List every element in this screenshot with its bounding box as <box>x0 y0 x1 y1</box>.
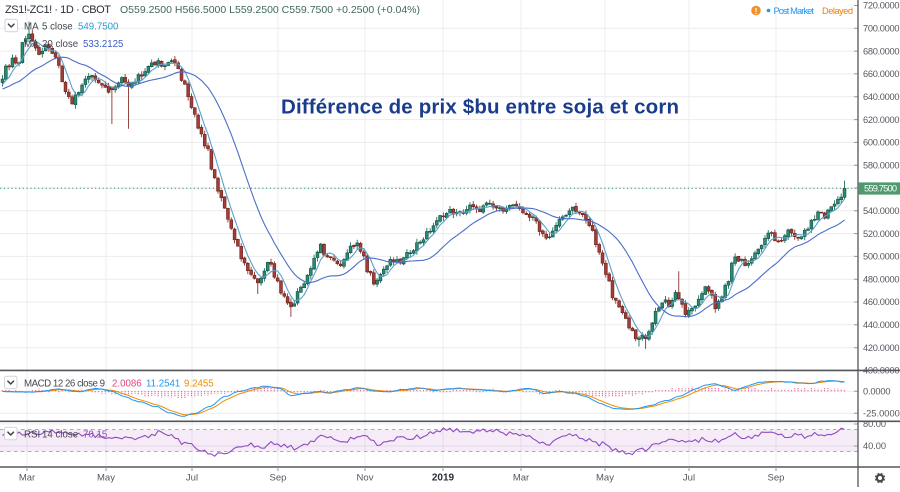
svg-text:Jul: Jul <box>683 473 695 484</box>
svg-text:!: ! <box>755 6 758 16</box>
svg-text:500.0000: 500.0000 <box>863 252 900 262</box>
svg-text:Jul: Jul <box>186 473 198 484</box>
svg-text:640.0000: 640.0000 <box>863 92 900 102</box>
svg-text:Post Market: Post Market <box>774 6 815 16</box>
svg-text:Sep: Sep <box>768 473 785 484</box>
svg-text:540.0000: 540.0000 <box>863 206 900 216</box>
svg-text:MACD 12 26 close 9: MACD 12 26 close 9 <box>24 379 105 390</box>
svg-text:40.00: 40.00 <box>863 441 886 451</box>
svg-text:ZS1!-ZC1! · 1D · CBOT: ZS1!-ZC1! · 1D · CBOT <box>5 4 111 16</box>
svg-text:O559.2500 H566.5000 L559.2500: O559.2500 H566.5000 L559.2500 C559.7500 … <box>120 4 420 16</box>
svg-text:Delayed: Delayed <box>822 6 853 16</box>
svg-text:-25.0000: -25.0000 <box>863 408 900 418</box>
svg-text:460.0000: 460.0000 <box>863 297 900 307</box>
svg-text:Sep: Sep <box>270 473 287 484</box>
svg-text:May: May <box>596 473 614 484</box>
svg-text:600.0000: 600.0000 <box>863 138 900 148</box>
svg-text:80.00: 80.00 <box>863 419 886 429</box>
svg-text:Mar: Mar <box>19 473 35 484</box>
svg-text:480.0000: 480.0000 <box>863 274 900 284</box>
svg-text:420.0000: 420.0000 <box>863 343 900 353</box>
svg-text:559.7500: 559.7500 <box>864 184 897 194</box>
svg-text:580.0000: 580.0000 <box>863 160 900 170</box>
svg-text:680.0000: 680.0000 <box>863 46 900 56</box>
svg-text:700.0000: 700.0000 <box>863 24 900 34</box>
svg-text:0.0000: 0.0000 <box>863 386 891 396</box>
svg-text:2019: 2019 <box>432 473 455 484</box>
svg-text:720.0000: 720.0000 <box>863 1 900 11</box>
svg-text:440.0000: 440.0000 <box>863 320 900 330</box>
svg-text:Différence de prix $bu entre s: Différence de prix $bu entre soja et cor… <box>281 96 679 119</box>
svg-text:Nov: Nov <box>357 473 374 484</box>
svg-text:May: May <box>97 473 115 484</box>
svg-text:Mar: Mar <box>513 473 529 484</box>
svg-text:660.0000: 660.0000 <box>863 69 900 79</box>
svg-text:520.0000: 520.0000 <box>863 229 900 239</box>
svg-text:620.0000: 620.0000 <box>863 115 900 125</box>
